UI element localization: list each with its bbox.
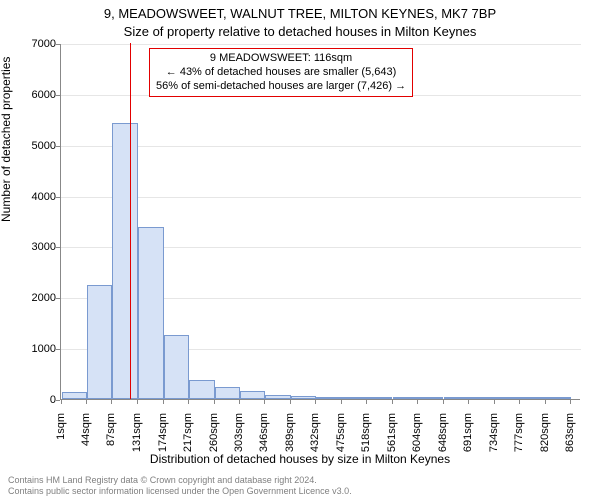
x-tick-mark (392, 400, 393, 404)
gridline (61, 197, 581, 198)
chart-footer: Contains HM Land Registry data © Crown c… (8, 475, 352, 496)
histogram-bar (112, 123, 137, 399)
x-tick-label: 820sqm (539, 413, 551, 459)
y-tick-label: 3000 (16, 241, 56, 253)
y-tick-label: 0 (16, 394, 56, 406)
x-tick-mark (570, 400, 571, 404)
annotation-line3: 56% of semi-detached houses are larger (… (156, 80, 406, 94)
x-tick-mark (264, 400, 265, 404)
x-tick-mark (315, 400, 316, 404)
histogram-bar (189, 380, 214, 399)
x-tick-label: 604sqm (411, 413, 423, 459)
histogram-bar (393, 397, 418, 399)
x-tick-mark (290, 400, 291, 404)
x-tick-mark (366, 400, 367, 404)
x-tick-label: 432sqm (309, 413, 321, 459)
x-tick-mark (137, 400, 138, 404)
x-tick-label: 561sqm (386, 413, 398, 459)
x-tick-mark (188, 400, 189, 404)
chart-title-line2: Size of property relative to detached ho… (0, 24, 600, 39)
x-tick-label: 475sqm (335, 413, 347, 459)
x-tick-mark (494, 400, 495, 404)
y-tick-label: 1000 (16, 343, 56, 355)
histogram-bar (240, 391, 265, 399)
y-tick-label: 2000 (16, 292, 56, 304)
gridline (61, 146, 581, 147)
y-tick-mark (56, 146, 60, 147)
histogram-bar (87, 285, 112, 399)
annotation-line2: ← 43% of detached houses are smaller (5,… (156, 66, 406, 80)
chart-title-line1: 9, MEADOWSWEET, WALNUT TREE, MILTON KEYN… (0, 6, 600, 21)
x-tick-label: 131sqm (131, 413, 143, 459)
x-tick-label: 1sqm (55, 413, 67, 459)
plot-area: 9 MEADOWSWEET: 116sqm← 43% of detached h… (60, 44, 580, 400)
x-tick-label: 518sqm (360, 413, 372, 459)
histogram-bar (469, 397, 494, 399)
x-tick-mark (519, 400, 520, 404)
histogram-bar (546, 397, 571, 399)
histogram-bar (316, 397, 341, 399)
histogram-bar (342, 397, 367, 399)
annotation-line1: 9 MEADOWSWEET: 116sqm (156, 52, 406, 66)
y-tick-label: 7000 (16, 38, 56, 50)
x-tick-mark (443, 400, 444, 404)
x-tick-mark (417, 400, 418, 404)
x-tick-label: 260sqm (208, 413, 220, 459)
histogram-bar (367, 397, 392, 399)
histogram-bar (265, 395, 290, 399)
x-tick-mark (86, 400, 87, 404)
x-tick-label: 389sqm (284, 413, 296, 459)
histogram-bar (444, 397, 469, 399)
y-tick-label: 4000 (16, 191, 56, 203)
x-tick-label: 863sqm (564, 413, 576, 459)
x-tick-label: 44sqm (80, 413, 92, 459)
x-tick-mark (341, 400, 342, 404)
x-tick-label: 777sqm (513, 413, 525, 459)
y-tick-mark (56, 349, 60, 350)
footer-line2: Contains public sector information licen… (8, 486, 352, 496)
x-tick-mark (163, 400, 164, 404)
y-axis-label: Number of detached properties (0, 57, 13, 222)
histogram-bar (291, 396, 316, 399)
x-tick-mark (61, 400, 62, 404)
annotation-box: 9 MEADOWSWEET: 116sqm← 43% of detached h… (149, 48, 413, 97)
x-tick-mark (468, 400, 469, 404)
y-tick-label: 5000 (16, 140, 56, 152)
x-tick-label: 174sqm (157, 413, 169, 459)
x-tick-label: 648sqm (437, 413, 449, 459)
y-tick-label: 6000 (16, 89, 56, 101)
histogram-bar (62, 392, 87, 399)
x-tick-label: 691sqm (462, 413, 474, 459)
histogram-bar (164, 335, 189, 399)
x-tick-mark (239, 400, 240, 404)
x-tick-mark (214, 400, 215, 404)
x-tick-mark (545, 400, 546, 404)
x-tick-mark (111, 400, 112, 404)
y-tick-mark (56, 400, 60, 401)
histogram-bar (495, 397, 520, 399)
y-tick-mark (56, 95, 60, 96)
histogram-bar (138, 227, 163, 399)
histogram-bar (418, 397, 443, 399)
x-tick-label: 346sqm (258, 413, 270, 459)
histogram-bar (215, 387, 240, 399)
y-tick-mark (56, 247, 60, 248)
y-tick-mark (56, 197, 60, 198)
x-tick-label: 87sqm (105, 413, 117, 459)
highlight-line (130, 43, 131, 399)
footer-line1: Contains HM Land Registry data © Crown c… (8, 475, 352, 485)
x-tick-label: 217sqm (182, 413, 194, 459)
x-tick-label: 734sqm (488, 413, 500, 459)
gridline (61, 44, 581, 45)
x-tick-label: 303sqm (233, 413, 245, 459)
histogram-bar (520, 397, 545, 399)
y-tick-mark (56, 298, 60, 299)
y-tick-mark (56, 44, 60, 45)
